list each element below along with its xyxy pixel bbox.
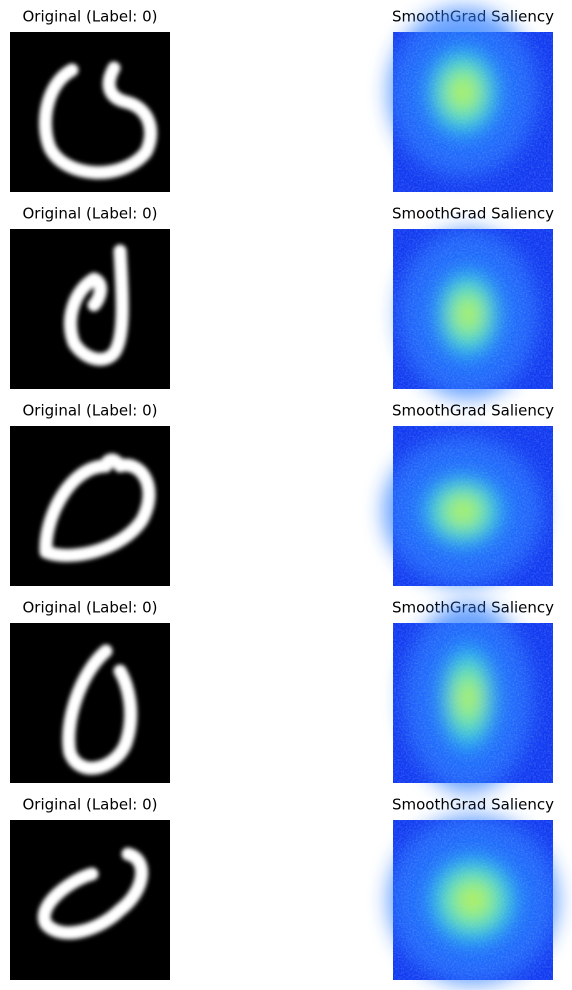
image-background bbox=[10, 820, 170, 980]
saliency-noise bbox=[393, 426, 553, 586]
saliency-noise bbox=[393, 229, 553, 389]
original-title: Original (Label: 0) bbox=[23, 205, 158, 223]
saliency-image bbox=[393, 603, 553, 793]
digit-stroke bbox=[62, 644, 138, 775]
original-image bbox=[10, 229, 170, 389]
digit-stroke bbox=[37, 847, 149, 940]
saliency-image bbox=[393, 229, 553, 399]
saliency-noise bbox=[393, 820, 553, 980]
image-background bbox=[10, 623, 170, 783]
saliency-title: SmoothGrad Saliency bbox=[392, 205, 554, 223]
saliency-image bbox=[383, 426, 553, 586]
original-image bbox=[10, 32, 170, 192]
original-image bbox=[10, 426, 170, 586]
digit-stroke bbox=[38, 61, 158, 179]
digit-stroke bbox=[64, 244, 129, 366]
original-title: Original (Label: 0) bbox=[23, 796, 158, 814]
digit-stroke bbox=[39, 453, 156, 562]
saliency-title: SmoothGrad Saliency bbox=[392, 796, 554, 814]
saliency-title: SmoothGrad Saliency bbox=[392, 402, 554, 420]
saliency-noise bbox=[393, 623, 553, 783]
original-image bbox=[10, 820, 170, 980]
original-title: Original (Label: 0) bbox=[23, 402, 158, 420]
original-image bbox=[10, 623, 170, 783]
original-title: Original (Label: 0) bbox=[23, 8, 158, 26]
original-title: Original (Label: 0) bbox=[23, 599, 158, 617]
saliency-noise bbox=[393, 32, 553, 192]
saliency-image bbox=[388, 7, 553, 192]
saliency-image bbox=[388, 815, 558, 985]
